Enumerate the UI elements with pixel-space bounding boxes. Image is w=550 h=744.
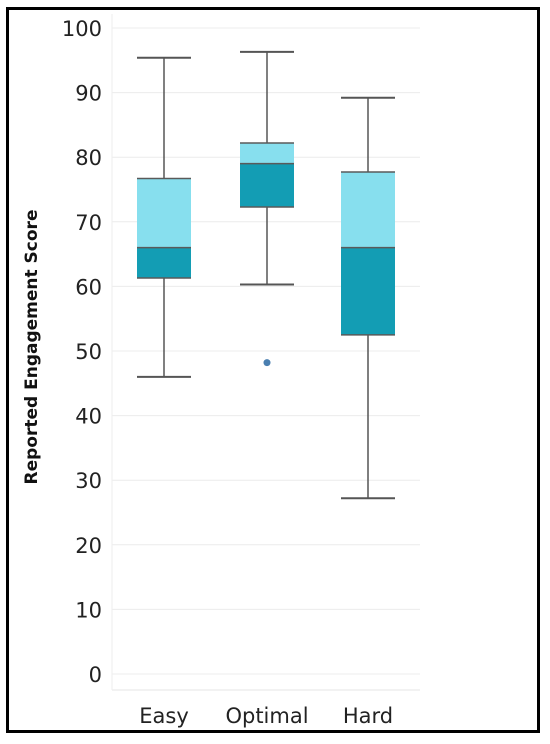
y-tick-label: 70 [75, 211, 102, 235]
box-easy [137, 56, 191, 378]
box-lower-half [137, 247, 191, 279]
y-tick-label: 40 [75, 405, 102, 429]
y-tick-label: 80 [75, 146, 102, 170]
x-category-label: Optimal [225, 704, 308, 728]
x-axis-categories: Easy Optimal Hard [139, 704, 393, 728]
x-category-label: Easy [139, 704, 189, 728]
y-tick-label: 30 [75, 469, 102, 493]
box-upper-half [240, 142, 294, 164]
outlier-point [263, 359, 271, 367]
y-axis-ticks: 0 10 20 30 40 50 60 70 80 90 100 [62, 17, 102, 687]
y-tick-label: 50 [75, 340, 102, 364]
box-lower-half [240, 163, 294, 207]
x-category-label: Hard [343, 704, 393, 728]
y-tick-label: 60 [75, 275, 102, 299]
boxes [137, 50, 395, 500]
y-tick-label: 0 [89, 663, 102, 687]
box-lower-half [341, 247, 395, 335]
box-upper-half [137, 178, 191, 248]
y-axis-title: Reported Engagement Score [22, 210, 42, 485]
box-optimal [240, 50, 294, 367]
y-tick-label: 10 [75, 598, 102, 622]
grid-lines [111, 14, 420, 691]
box-upper-half [341, 172, 395, 248]
y-tick-label: 20 [75, 534, 102, 558]
y-tick-label: 100 [62, 17, 102, 41]
y-tick-label: 90 [75, 82, 102, 106]
chart-frame [6, 7, 540, 733]
box-hard [341, 96, 395, 500]
